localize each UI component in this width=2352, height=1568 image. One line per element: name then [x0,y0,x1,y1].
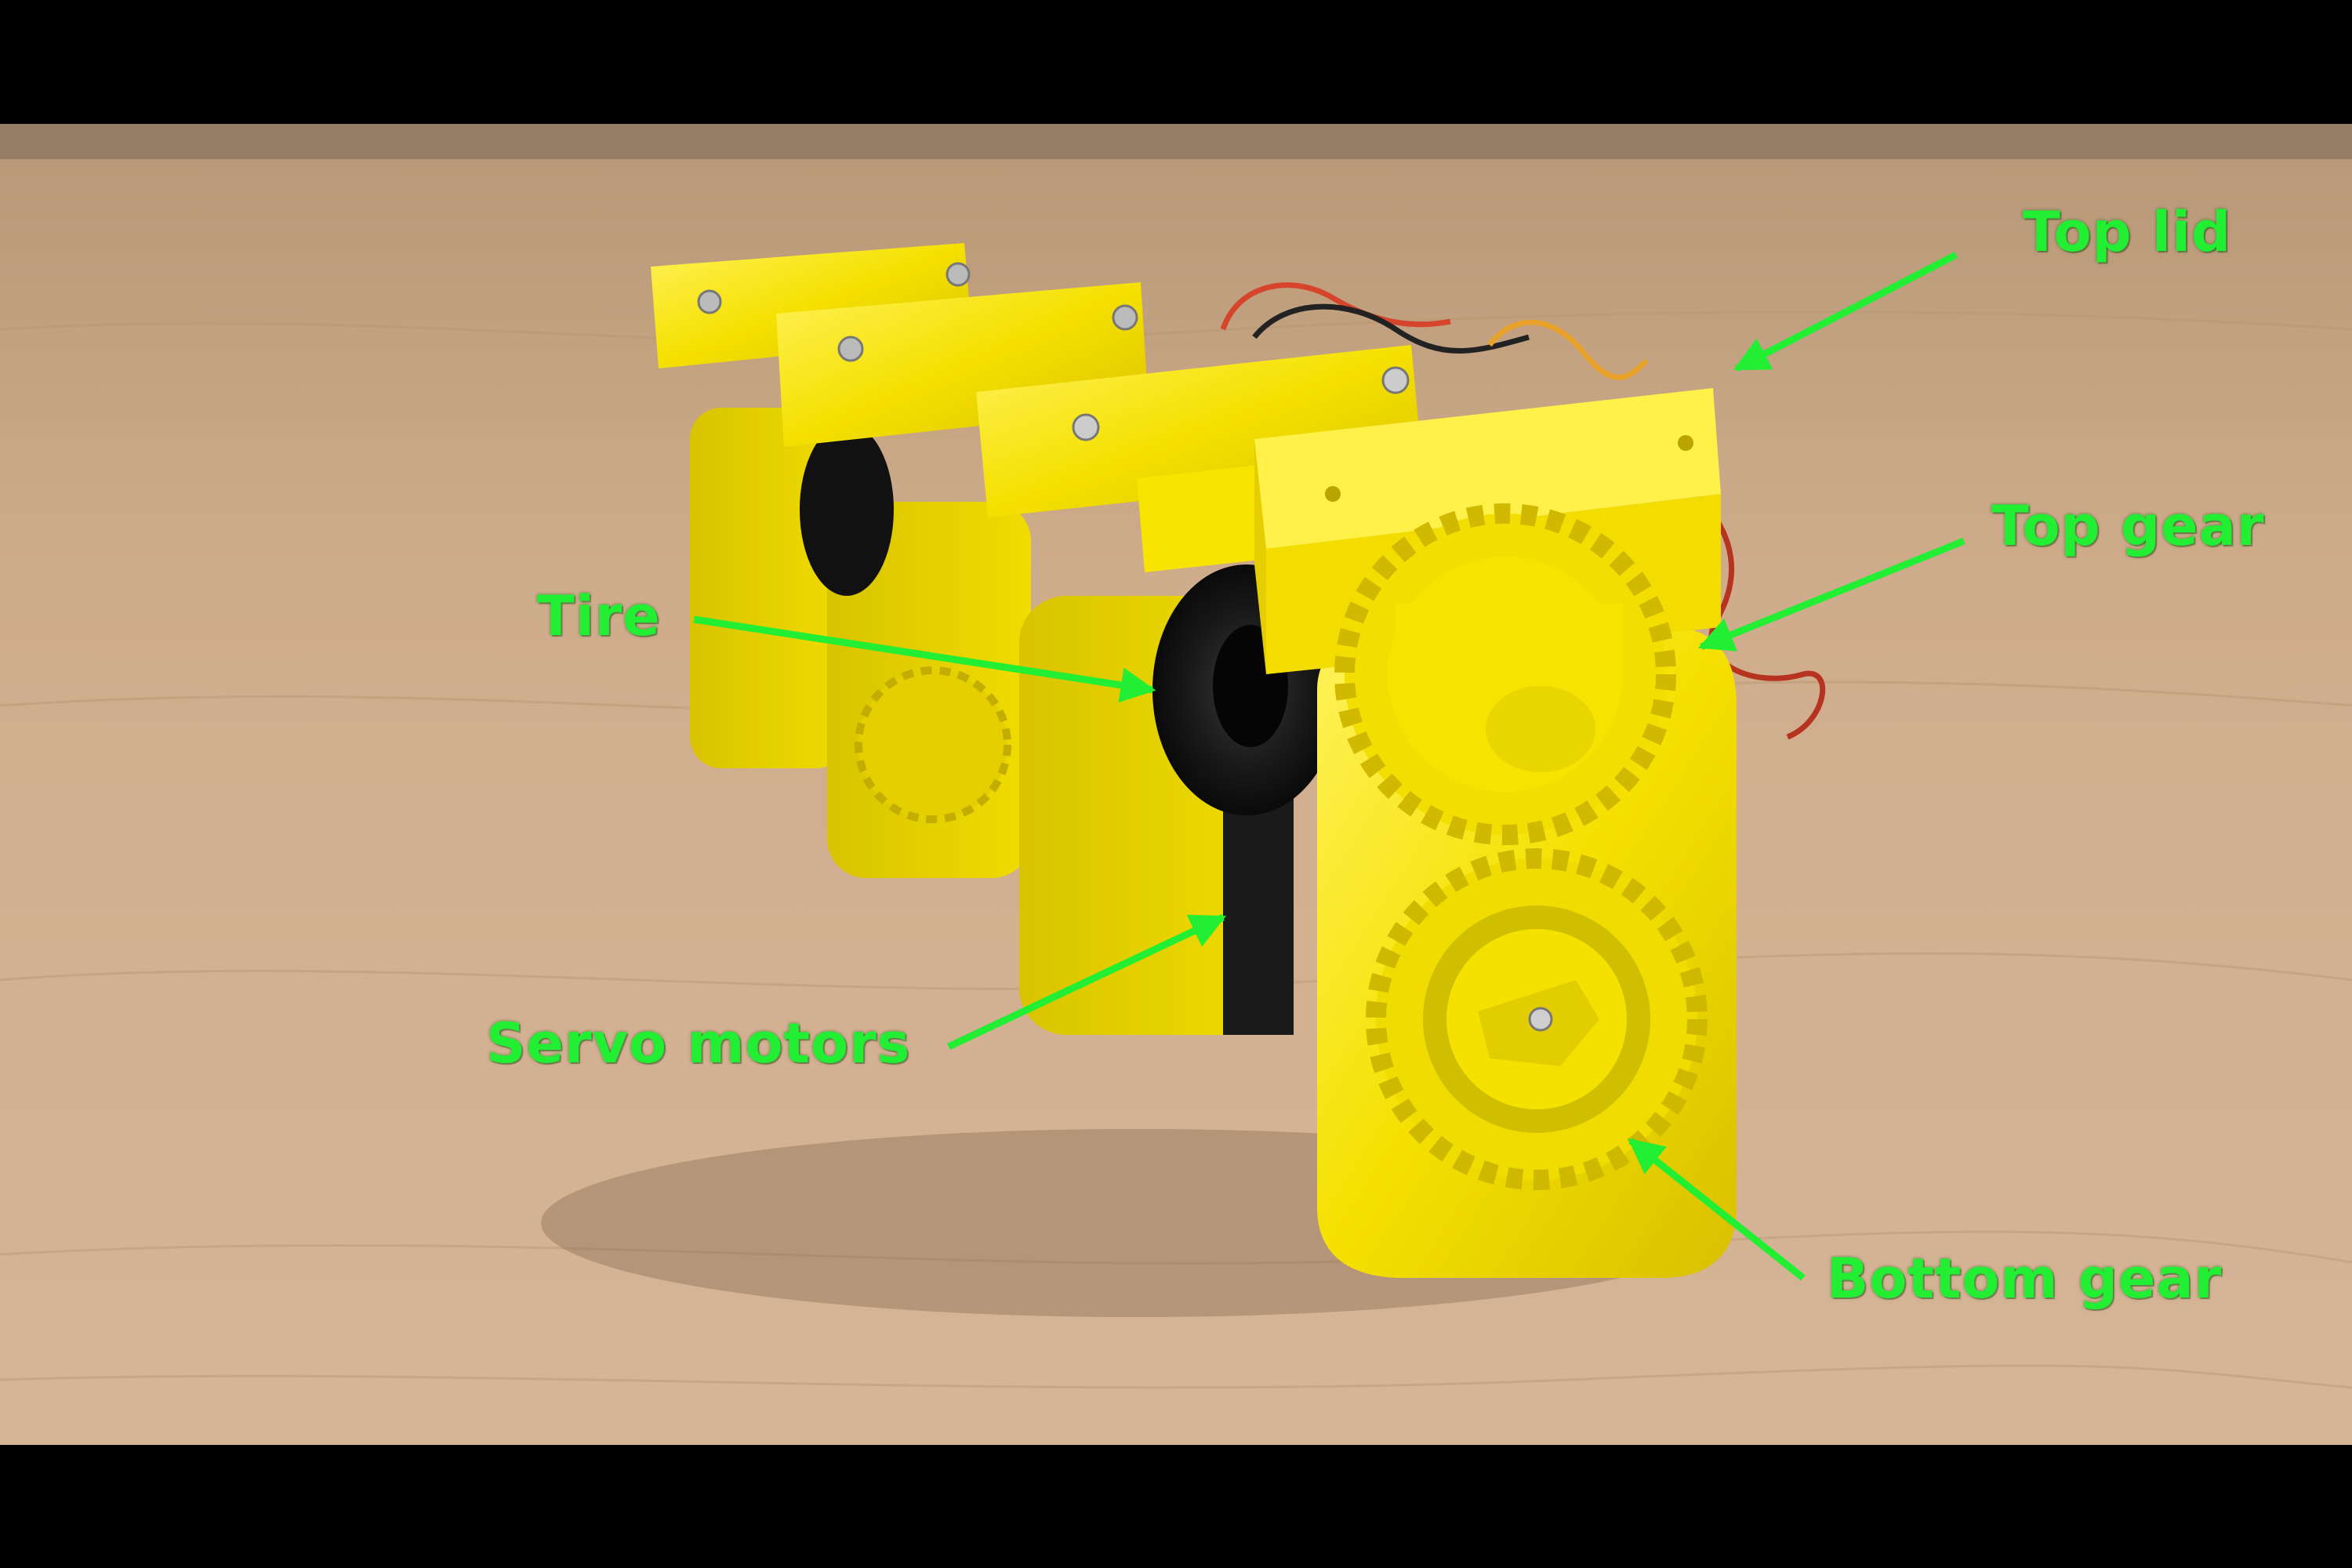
letterbox-bottom [0,1445,2352,1568]
annotation-arrows [693,252,1965,1281]
label-tire: Tire [537,584,661,648]
arrow-top-gear [1697,537,1965,652]
label-top-gear: Top gear [1991,494,2265,558]
label-top-lid: Top lid [2023,200,2232,264]
arrow-servo-motors [947,913,1227,1051]
letterbox-top [0,0,2352,124]
label-bottom-gear: Bottom gear [1827,1247,2223,1311]
arrow-bottom-gear [1628,1138,1806,1281]
top-gear [1334,503,1676,845]
arrow-tire [693,615,1156,703]
background-wall-strip [0,124,2352,159]
arrow-top-lid [1733,252,1958,372]
bottom-gear [1366,848,1708,1190]
label-servo-motors: Servo motors [486,1011,911,1076]
